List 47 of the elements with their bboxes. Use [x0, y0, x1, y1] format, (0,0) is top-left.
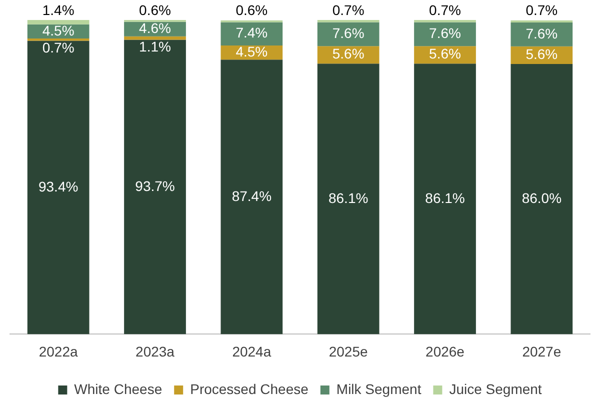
data-label: 7.6%: [526, 25, 558, 42]
data-label: 7.6%: [332, 25, 364, 41]
data-label: 86.0%: [522, 190, 562, 206]
bar: [27, 40, 90, 334]
data-label: 93.4%: [38, 178, 78, 194]
data-label: 86.1%: [328, 190, 368, 206]
bar: [124, 40, 186, 334]
legend-label: Processed Cheese: [190, 380, 309, 397]
data-label: 4.6%: [139, 20, 171, 36]
data-label: 0.7%: [429, 2, 461, 18]
x-tick-label: 2026e: [426, 343, 465, 360]
data-label: 0.7%: [42, 40, 74, 56]
bar: [510, 22, 573, 46]
data-label: 5.6%: [526, 46, 558, 62]
x-tick-label: 2023a: [136, 343, 175, 360]
data-label: 93.7%: [135, 178, 175, 194]
bar: [510, 64, 573, 334]
x-tick-label: 2025e: [328, 343, 368, 360]
legend-label: Milk Segment: [336, 380, 422, 397]
bar: [510, 20, 573, 23]
data-label: 4.5%: [42, 22, 74, 38]
bar: [124, 36, 186, 40]
data-label: 4.5%: [236, 43, 268, 60]
data-label: 0.7%: [332, 2, 364, 18]
bar: [414, 64, 476, 334]
bar: [317, 22, 380, 46]
bar: [27, 20, 90, 24]
bar: [220, 22, 283, 46]
data-label: 0.6%: [236, 2, 268, 18]
data-label: 87.4%: [232, 188, 272, 204]
data-label: 86.1%: [425, 190, 465, 206]
data-label: 0.6%: [139, 2, 171, 18]
x-tick-label: 2022a: [38, 343, 78, 360]
data-label: 5.6%: [429, 46, 461, 62]
bar: [317, 64, 380, 334]
x-tick-label: 2027e: [522, 343, 562, 360]
data-label: 7.4%: [236, 24, 268, 41]
data-label: 5.6%: [332, 46, 364, 62]
data-label: 1.4%: [42, 2, 74, 18]
data-label: 0.7%: [526, 2, 558, 18]
x-tick-label: 2024a: [232, 343, 272, 360]
legend-label: White Cheese: [74, 380, 162, 397]
bar: [220, 60, 283, 334]
legend-label: Juice Segment: [449, 380, 542, 397]
bar: [414, 22, 476, 46]
data-label: 1.1%: [139, 38, 171, 55]
data-label: 7.6%: [429, 25, 461, 41]
